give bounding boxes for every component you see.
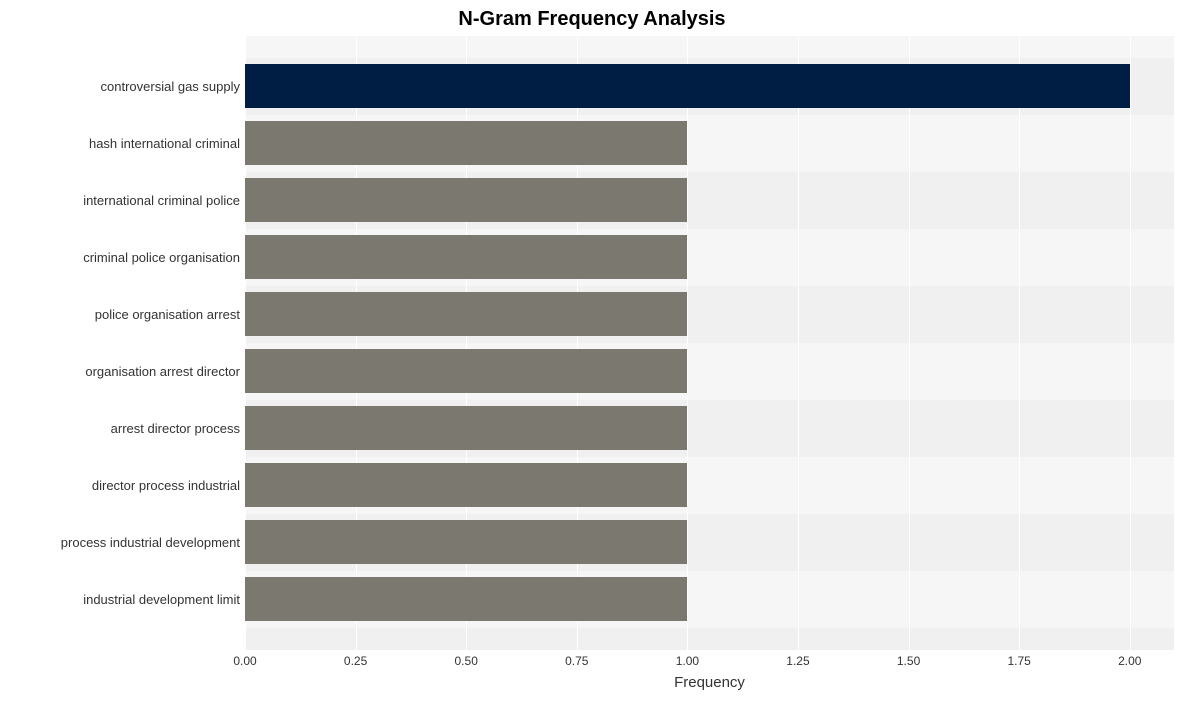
y-tick-label: process industrial development [61,536,240,549]
gridline [1130,36,1131,650]
x-tick-label: 0.50 [455,654,478,668]
y-tick-label: hash international criminal [89,137,240,150]
gridline [687,36,688,650]
gridline [909,36,910,650]
y-tick-label: director process industrial [92,479,240,492]
bar [245,577,687,621]
bar [245,406,687,450]
y-tick-label: international criminal police [83,194,240,207]
bar [245,463,687,507]
bar [245,64,1130,108]
x-tick-label: 1.75 [1007,654,1030,668]
x-tick-label: 0.75 [565,654,588,668]
bar [245,292,687,336]
x-tick-label: 0.25 [344,654,367,668]
x-axis-label: Frequency [245,674,1174,691]
plot-area [245,36,1174,650]
gridline [798,36,799,650]
y-tick-label: controversial gas supply [101,80,240,93]
bar [245,121,687,165]
x-tick-label: 1.50 [897,654,920,668]
x-tick-label: 2.00 [1118,654,1141,668]
x-tick-label: 1.00 [676,654,699,668]
x-tick-label: 1.25 [786,654,809,668]
bar [245,349,687,393]
bar [245,235,687,279]
gridline [1019,36,1020,650]
x-tick-label: 0.00 [233,654,256,668]
chart-title: N-Gram Frequency Analysis [0,8,1184,31]
y-tick-label: police organisation arrest [95,308,240,321]
y-tick-label: arrest director process [111,422,240,435]
y-tick-label: organisation arrest director [85,365,240,378]
bar [245,520,687,564]
ngram-chart: N-Gram Frequency Analysis Frequency cont… [0,0,1184,701]
bar [245,178,687,222]
y-tick-label: criminal police organisation [83,251,240,264]
y-tick-label: industrial development limit [83,593,240,606]
